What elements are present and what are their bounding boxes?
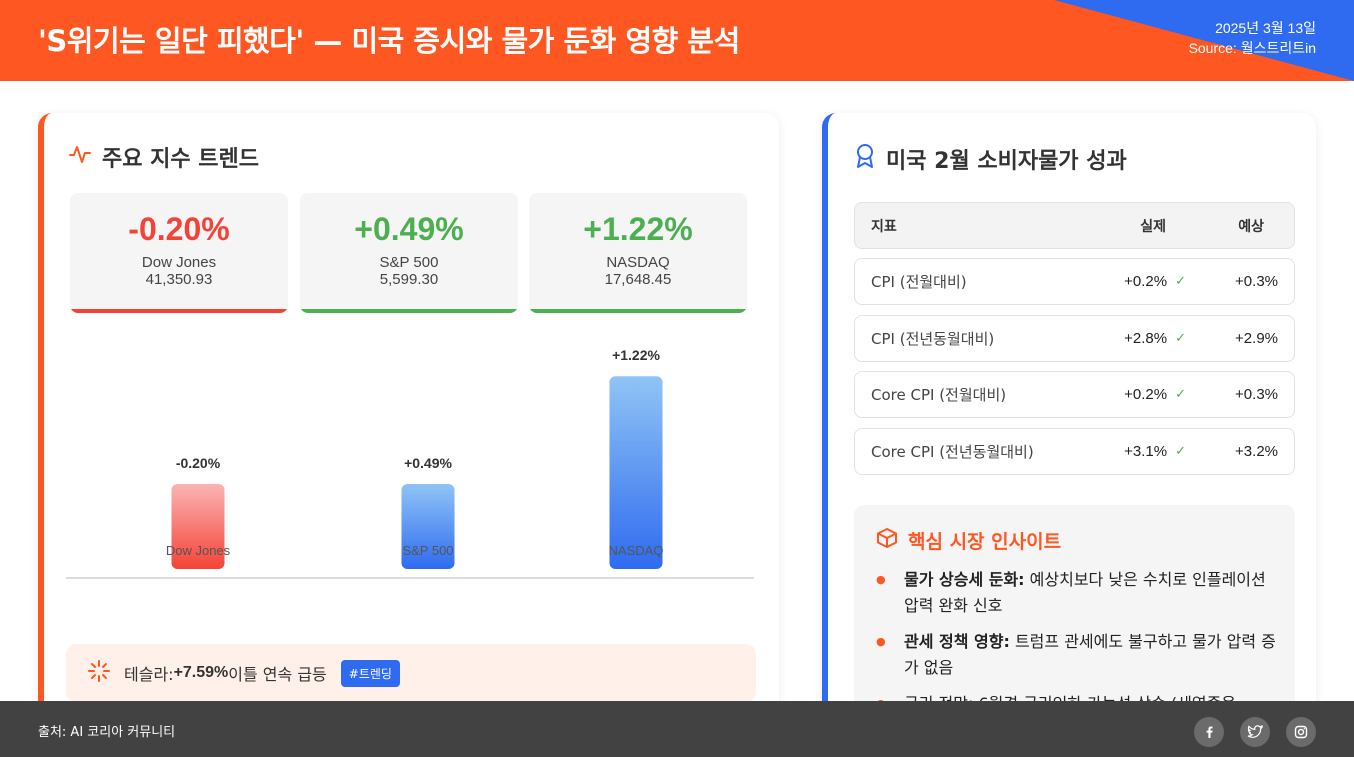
tesla-suffix: 이틀 연속 급등	[228, 665, 327, 684]
footer: 출처: AI 코리아 커뮤니티	[0, 701, 1354, 757]
cpi-metric: CPI (전월대비)	[871, 273, 967, 291]
index-underline	[300, 309, 518, 313]
header-corner-decoration	[1054, 0, 1354, 81]
index-box-sp500: +0.49% S&P 500 5,599.30	[300, 193, 518, 313]
index-value: 41,350.93	[145, 271, 213, 288]
index-box-dow: -0.20% Dow Jones 41,350.93	[70, 193, 288, 313]
sparkle-icon	[88, 659, 110, 687]
bar-value-label: +0.49%	[404, 455, 452, 471]
index-value: 5,599.30	[379, 271, 439, 288]
bar-nasdaq	[609, 376, 663, 569]
bar-value-label: +1.22%	[612, 347, 660, 363]
twitter-icon[interactable]	[1240, 717, 1270, 747]
index-name: S&P 500	[379, 254, 439, 271]
cpi-row: CPI (전년동월대비) +2.8% ✓ +2.9%	[854, 315, 1295, 362]
bar-category-label: S&P 500	[402, 543, 453, 558]
check-icon: ✓	[1175, 331, 1186, 346]
index-bar-chart: -0.20% Dow Jones +0.49% S&P 500 +1.22% NASDAQ	[66, 347, 754, 579]
insight-item-text: 트럼프 관세에도 불구하고 물가 압력 증가 없음	[904, 632, 1276, 677]
cpi-title: 미국 2월 소비자물가 성과	[854, 143, 1127, 175]
award-icon	[854, 143, 876, 175]
cpi-title-text: 미국 2월 소비자물가 성과	[886, 149, 1127, 174]
cpi-forecast: +0.3%	[1235, 386, 1278, 403]
cube-icon	[876, 527, 898, 554]
insight-title: 핵심 시장 인사이트	[876, 527, 1061, 554]
cpi-forecast: +3.2%	[1235, 443, 1278, 460]
insight-item-heading: 물가 상승세 둔화:	[904, 570, 1025, 589]
market-insight-box: 핵심 시장 인사이트 물가 상승세 둔화: 예상치보다 낮은 수치로 인플레이션…	[854, 505, 1295, 733]
index-trend-title-text: 주요 지수 트렌드	[102, 147, 259, 172]
page-title: 'S위기는 일단 피했다' — 미국 증시와 물가 둔화 영향 분석	[38, 24, 740, 58]
index-name: Dow Jones	[141, 254, 217, 271]
index-underline	[529, 309, 747, 313]
header-metric: 지표	[871, 218, 897, 235]
cpi-actual: +2.8%	[1124, 330, 1168, 347]
insight-item-heading: 관세 정책 영향:	[904, 632, 1010, 651]
tesla-pct: +7.59%	[173, 664, 229, 681]
cpi-table-header: 지표 실제 예상	[854, 202, 1295, 249]
bar-category-label: NASDAQ	[609, 543, 664, 558]
insight-item-text: 예상치보다 낮은 수치로 인플레이션 압력 완화 신호	[904, 570, 1266, 615]
bar-value-label: -0.20%	[176, 455, 221, 471]
cpi-forecast: +2.9%	[1235, 330, 1278, 347]
bar-s-p-500	[401, 484, 455, 569]
insight-title-text: 핵심 시장 인사이트	[908, 531, 1062, 553]
bar-category-label: Dow Jones	[166, 543, 231, 558]
header-meta: 2025년 3월 13일 Source: 월스트리트in	[1189, 18, 1316, 58]
check-icon: ✓	[1175, 444, 1186, 459]
header: 'S위기는 일단 피했다' — 미국 증시와 물가 둔화 영향 분석 2025년…	[0, 0, 1354, 81]
index-trend-title: 주요 지수 트렌드	[68, 141, 259, 173]
index-underline	[70, 309, 288, 313]
bar-dow-jones	[171, 484, 225, 569]
cpi-card: 미국 2월 소비자물가 성과 지표 실제 예상 CPI (전월대비) +0.2%…	[822, 113, 1316, 733]
cpi-actual: +3.1%	[1124, 443, 1168, 460]
cpi-row: Core CPI (전년동월대비) +3.1% ✓ +3.2%	[854, 428, 1295, 475]
index-value: 17,648.45	[604, 271, 672, 288]
tesla-banner: 테슬라: +7.59% 이틀 연속 급등 #트렌딩	[66, 644, 756, 702]
header-forecast: 예상	[1238, 218, 1264, 235]
index-pct: +1.22%	[583, 211, 693, 247]
cpi-row: Core CPI (전월대비) +0.2% ✓ +0.3%	[854, 371, 1295, 418]
check-icon: ✓	[1175, 274, 1186, 289]
insight-item: 물가 상승세 둔화: 예상치보다 낮은 수치로 인플레이션 압력 완화 신호	[876, 567, 1276, 619]
trending-tag[interactable]: #트렌딩	[340, 659, 400, 687]
cpi-row: CPI (전월대비) +0.2% ✓ +0.3%	[854, 258, 1295, 305]
cpi-forecast: +0.3%	[1235, 273, 1278, 290]
cpi-actual: +0.2%	[1124, 386, 1168, 403]
cpi-metric: Core CPI (전월대비)	[871, 386, 1007, 404]
footer-source: 출처: AI 코리아 커뮤니티	[38, 725, 176, 740]
index-name: NASDAQ	[606, 254, 670, 271]
cpi-metric: Core CPI (전년동월대비)	[871, 443, 1034, 461]
index-pct: +0.49%	[354, 211, 464, 247]
cpi-metric: CPI (전년동월대비)	[871, 330, 995, 348]
activity-icon	[68, 142, 92, 172]
cpi-actual: +0.2%	[1124, 273, 1168, 290]
index-trend-card: 주요 지수 트렌드 -0.20% Dow Jones 41,350.93 +0.…	[38, 113, 779, 733]
header-date: 2025년 3월 13일	[1215, 20, 1316, 36]
insight-item: 관세 정책 영향: 트럼프 관세에도 불구하고 물가 압력 증가 없음	[876, 629, 1276, 681]
index-pct: -0.20%	[128, 211, 230, 247]
facebook-icon[interactable]	[1194, 717, 1224, 747]
tesla-prefix: 테슬라:	[124, 665, 174, 684]
header-actual: 실제	[1140, 218, 1166, 235]
header-source: Source: 월스트리트in	[1188, 40, 1316, 56]
index-box-nasdaq: +1.22% NASDAQ 17,648.45	[529, 193, 747, 313]
check-icon: ✓	[1175, 387, 1186, 402]
instagram-icon[interactable]	[1286, 717, 1316, 747]
